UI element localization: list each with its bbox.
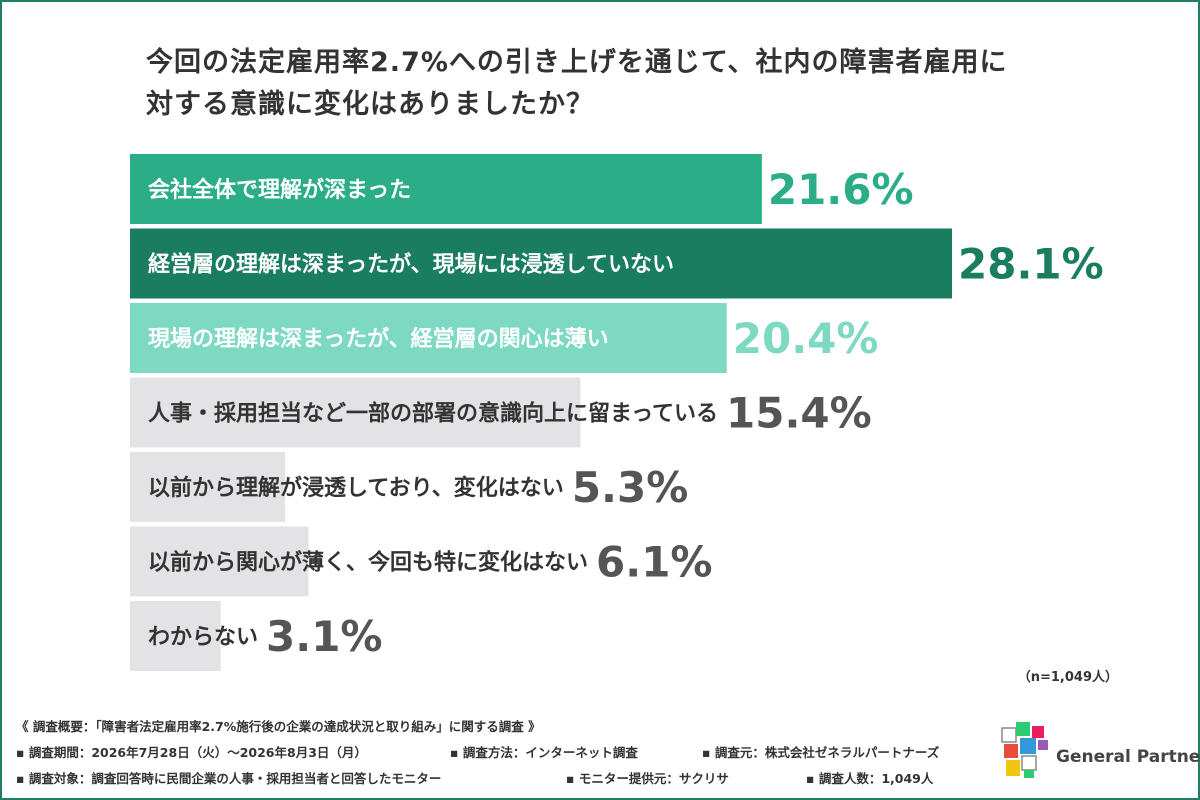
survey-method: ▪ 調査方法：インターネット調査 (450, 745, 638, 760)
general-partners-logo: General Partners (996, 720, 1200, 782)
bar-5 (130, 452, 286, 522)
bar-3 (130, 303, 727, 373)
survey-footer: 《 調査概要：「障害者法定雇用率2.7%施行後の企業の達成状況と取り組み」に関す… (16, 714, 996, 792)
survey-count: ▪ 調査人数：1,049人 (806, 771, 934, 786)
monitor-provider: ▪ モニター提供元：サクリサ (566, 771, 729, 786)
value-label-3: 20.4% (733, 314, 879, 363)
bar-6 (130, 526, 309, 597)
bar-label-4: 人事・採用担当など一部の部署の意識向上に留まっている (148, 401, 718, 427)
value-label-1: 21.6% (768, 165, 914, 214)
bar-label-7: わからない (148, 625, 258, 650)
logo-mark-icon (1001, 722, 1048, 778)
bar-label-1: 会社全体で理解が深まった (148, 177, 411, 203)
bar-label-2: 経営層の理解は深まったが、現場には浸透していない (148, 252, 674, 278)
value-label-4: 15.4% (726, 389, 872, 438)
value-label-7: 3.1% (266, 612, 382, 661)
chart-title: 今回の法定雇用率2.7%への引き上げを通じて、社内の障害者雇用に 対する意識に変… (146, 42, 1126, 126)
title-line-1: 今回の法定雇用率2.7%への引き上げを通じて、社内の障害者雇用に (146, 47, 1008, 78)
survey-period: ▪ 調査期間：2026年7月28日（火）〜2026年8月3日（月） (16, 745, 367, 760)
survey-title: 《 調査概要：「障害者法定雇用率2.7%施行後の企業の達成状況と取り組み」に関す… (16, 719, 541, 734)
bar-label-3: 現場の理解は深まったが、経営層の関心は薄い (148, 326, 609, 352)
logo-text: General Partners (1056, 747, 1200, 767)
bar-label-6: 以前から関心が薄く、今回も特に変化はない (148, 550, 588, 576)
bar-label-5: 以前から理解が浸透しており、変化はない (148, 475, 564, 501)
title-line-2: 対する意識に変化はありましたか？ (146, 89, 594, 120)
bar-1 (130, 154, 762, 224)
bar-4 (130, 377, 581, 448)
sample-size-note: （n=1,049人） (1017, 670, 1118, 685)
survey-source: ▪ 調査元：株式会社ゼネラルパートナーズ (702, 745, 940, 760)
footer-row-2: ▪ 調査期間：2026年7月28日（火）〜2026年8月3日（月） ▪ 調査方法：… (16, 740, 996, 766)
value-label-2: 28.1% (958, 240, 1104, 289)
survey-target: ▪ 調査対象：調査回答時に民間企業の人事・採用担当者と回答したモニター (16, 771, 442, 786)
value-label-5: 5.3% (572, 463, 688, 512)
bar-chart: 会社全体で理解が深まった 21.6% 経営層の理解は深まったが、現場には浸透していな… (130, 154, 1104, 671)
value-label-6: 6.1% (596, 538, 712, 587)
bar-7 (130, 601, 221, 671)
footer-row-3: ▪ 調査対象：調査回答時に民間企業の人事・採用担当者と回答したモニター ▪ モニタ… (16, 766, 996, 792)
bar-2 (130, 228, 952, 299)
